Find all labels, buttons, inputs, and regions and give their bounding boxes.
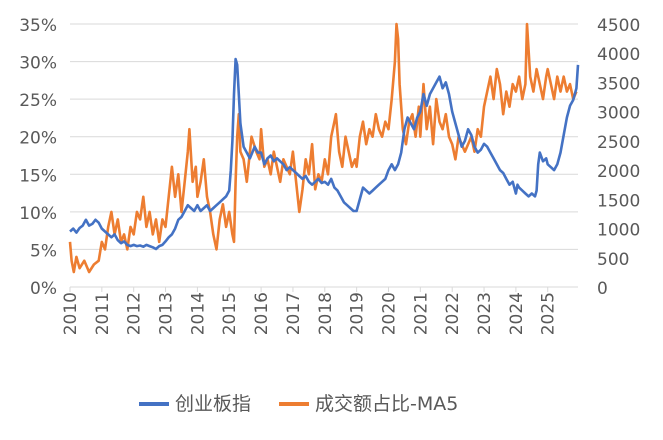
y-left-tick-label: 30% [19,54,57,74]
x-tick-label: 2012 [125,292,145,335]
y-right-tick-label: 2500 [597,133,640,153]
y-right-tick-label: 4500 [597,16,640,36]
x-axis: 2010 2011 2012 2013 2014 2015 2016 2017 2018 2019… [61,286,578,335]
y-axis-right: 0 500 1000 1500 2000 2500 3000 3500 4000 4500 [597,16,640,299]
y-left-tick-label: 25% [19,91,57,111]
series-line-0 [68,22,578,274]
x-tick-label: 2020 [379,292,399,335]
y-left-tick-label: 15% [19,166,57,186]
series-lines [68,22,580,274]
series-line-1 [69,57,580,251]
x-tick-label: 2018 [316,292,336,335]
y-right-tick-label: 1000 [597,221,640,241]
y-left-tick-label: 20% [19,129,57,149]
y-left-tick-label: 5% [30,241,57,261]
y-right-tick-label: 0 [597,279,608,299]
y-left-tick-label: 0% [30,279,57,299]
x-tick-label: 2023 [475,292,495,335]
x-tick-label: 2017 [284,292,304,335]
x-tick-label: 2011 [93,292,113,335]
x-tick-label: 2021 [411,292,431,335]
y-right-tick-label: 3000 [597,104,640,124]
x-tick-label: 2019 [348,292,368,335]
y-right-tick-label: 1500 [597,191,640,211]
x-tick-label: 2022 [443,292,463,335]
x-tick-label: 2010 [61,292,81,335]
legend-label: 成交额占比-MA5 [315,393,458,415]
legend: 创业板指 成交额占比-MA5 [139,393,458,415]
y-left-tick-label: 10% [19,204,57,224]
y-right-tick-label: 3500 [597,74,640,94]
x-tick-label: 2016 [252,292,272,335]
x-tick-label: 2014 [188,292,208,335]
x-tick-label: 2025 [539,292,559,335]
y-axis-left: 0% 5% 10% 15% 20% 25% 30% 35% [19,16,57,299]
y-left-tick-label: 35% [19,16,57,36]
x-tick-label: 2013 [157,292,177,335]
y-right-tick-label: 500 [597,250,629,270]
legend-label: 创业板指 [175,393,251,415]
gridlines [70,23,578,288]
y-right-tick-label: 4000 [597,45,640,65]
x-tick-label: 2024 [507,292,527,335]
x-tick-label: 2015 [220,292,240,335]
y-right-tick-label: 2000 [597,162,640,182]
